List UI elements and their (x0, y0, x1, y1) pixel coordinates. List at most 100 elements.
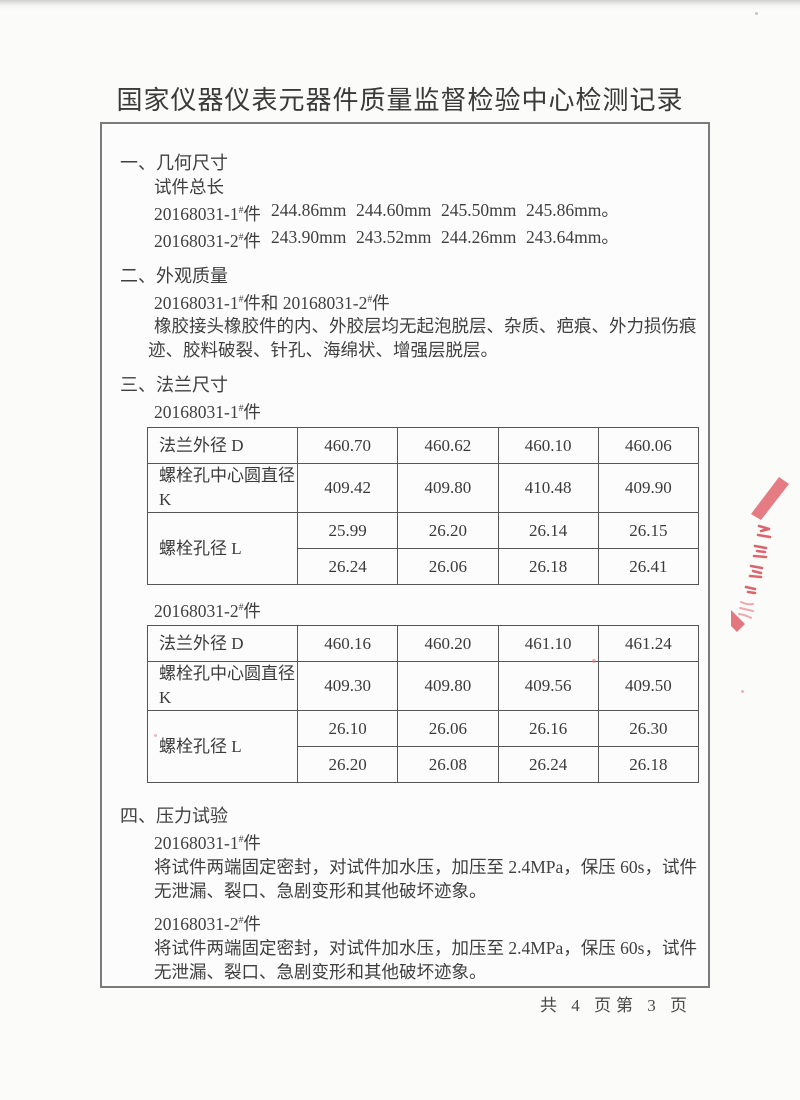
measurement-value: 244.86mm (271, 200, 347, 220)
measurement-row-2: 20168031-2#件 243.90mm 243.52mm 244.26mm … (154, 226, 694, 253)
table-row: 26.24 26.06 26.18 26.41 (148, 548, 700, 586)
id-base: 20168031-1 (154, 402, 239, 423)
id-unit: 件 (243, 913, 261, 934)
table-cell: 26.14 (497, 512, 599, 550)
table-row: 螺栓孔径 L 26.10 26.06 26.16 26.30 (147, 710, 700, 784)
id-sup: # (238, 602, 244, 614)
table-cell: 26.24 (497, 746, 599, 784)
table-cell: 26.20 (397, 512, 499, 550)
section4-text-line: 无泄漏、裂口、急剧变形和其他破坏迹象。 (154, 880, 487, 901)
row-label: 螺栓孔径 L (147, 512, 298, 586)
table-cell: 409.80 (397, 661, 499, 712)
id-base: 20168031-1 (154, 292, 239, 313)
section1-subtitle: 试件总长 (154, 177, 224, 197)
table-cell: 409.42 (296, 463, 399, 514)
id-unit: 件 (243, 292, 261, 313)
id-unit: 件 (243, 402, 261, 423)
measurement-value: 245.50mm (441, 200, 517, 220)
measurement-value: 243.64mm。 (526, 226, 619, 247)
id-base: 20168031-2 (282, 292, 368, 313)
table-row: 法兰外径 D 460.70 460.62 460.10 460.06 (147, 427, 700, 465)
id-base: 20168031-2 (154, 913, 239, 934)
measurement-row-1: 20168031-1#件 244.86mm 244.60mm 245.50mm … (154, 199, 694, 226)
table-cell: 461.24 (597, 625, 700, 663)
id-unit: 件 (243, 832, 261, 853)
section2-specimens: 20168031-1#件和 20168031-2#件 (154, 288, 694, 315)
measurement-value: 244.60mm (356, 200, 432, 220)
table-cell: 461.10 (497, 625, 599, 663)
table-cell: 26.16 (497, 710, 599, 748)
id-sup: # (367, 293, 373, 305)
id-joiner: 和 (260, 292, 283, 313)
scan-speck (592, 659, 596, 663)
table-cell: 26.10 (296, 710, 399, 748)
content-border-box: 一、几何尺寸 试件总长 20168031-1#件 244.86mm 244.60… (100, 122, 710, 988)
table-cell: 26.08 (397, 746, 499, 784)
section3-heading: 三、法兰尺寸 (120, 375, 228, 396)
document-title: 国家仪器仪表元器件质量监督检验中心检测记录 (116, 86, 684, 115)
section2-text-line: 橡胶接头橡胶件的内、外胶层均无起泡脱层、杂质、疤痕、外力损伤痕 (154, 316, 697, 337)
section4-specimen-1: 20168031-1#件 (154, 828, 694, 855)
id-sup: # (238, 914, 244, 926)
table-row: 螺栓孔中心圆直径 K 409.30 409.80 409.56 409.50 (147, 661, 700, 712)
table-cell: 460.10 (497, 427, 599, 465)
section1-heading: 一、几何尺寸 (120, 153, 228, 173)
table-cell: 410.48 (497, 463, 599, 514)
id-sup: # (238, 205, 244, 216)
table-row: 螺栓孔中心圆直径 K 409.42 409.80 410.48 409.90 (147, 463, 700, 514)
section4-heading: 四、压力试验 (120, 806, 228, 827)
measurement-value: 244.26mm (441, 226, 517, 247)
row-label: 螺栓孔中心圆直径 K (147, 661, 298, 712)
page-footer: 共 4 页第 3 页 (540, 996, 692, 1015)
table-cell: 409.50 (597, 661, 700, 712)
table-cell: 460.06 (597, 427, 700, 465)
red-stamp (731, 460, 793, 632)
measurement-value: 243.52mm (356, 226, 432, 247)
table-cell: 26.24 (296, 548, 399, 586)
row-label: 螺栓孔径 L (147, 710, 298, 784)
table-cell: 25.99 (296, 512, 399, 550)
id-sup: # (238, 293, 244, 305)
measurement-value: 243.90mm (271, 226, 347, 247)
table-cell: 26.06 (397, 710, 499, 748)
id-base: 20168031-2 (154, 601, 239, 622)
id-base: 20168031-1 (154, 832, 239, 853)
flange-dimension-table-2: 法兰外径 D 460.16 460.20 461.10 461.24 螺栓孔中心… (147, 625, 700, 784)
table2-title: 20168031-2#件 (154, 597, 694, 622)
id-sup: # (238, 834, 244, 846)
table-cell: 26.18 (597, 746, 700, 784)
table-cell: 26.18 (497, 548, 599, 586)
section4-text-line: 将试件两端固定密封，对试件加水压，加压至 2.4MPa，保压 60s，试件 (154, 856, 697, 877)
table-cell: 409.30 (296, 661, 399, 712)
section2-heading: 二、外观质量 (120, 265, 228, 286)
scan-speck (154, 734, 157, 737)
measurement-value: 245.86mm。 (526, 200, 619, 220)
row-label: 法兰外径 D (147, 427, 298, 465)
table-cell: 26.15 (597, 512, 700, 550)
id-base: 20168031-2 (154, 230, 239, 251)
table-cell: 460.62 (397, 427, 499, 465)
section4-text-line: 无泄漏、裂口、急剧变形和其他破坏迹象。 (154, 961, 487, 982)
scan-speck (755, 12, 758, 15)
table-row: 螺栓孔径 L 25.99 26.20 26.14 26.15 (147, 512, 700, 586)
specimen-id: 20168031-2#件 (154, 226, 271, 253)
section2-text-line: 迹、胶料破裂、针孔、海绵状、增强层脱层。 (148, 340, 498, 361)
table-cell: 409.80 (397, 463, 499, 514)
section4-specimen-2: 20168031-2#件 (154, 909, 694, 936)
table-cell: 26.06 (397, 548, 499, 586)
id-sup: # (238, 231, 244, 243)
table-cell: 460.20 (397, 625, 499, 663)
table-cell: 26.41 (597, 548, 700, 586)
table-cell: 460.16 (296, 625, 399, 663)
id-unit: 件 (372, 292, 390, 313)
id-unit: 件 (243, 230, 261, 251)
scan-speck (741, 690, 744, 693)
table-cell: 26.20 (296, 746, 399, 784)
table-row: 26.20 26.08 26.24 26.18 (148, 746, 700, 784)
scan-edge-smudge (0, 0, 800, 10)
id-unit: 件 (243, 601, 261, 622)
table-cell: 460.70 (296, 427, 399, 465)
row-label: 螺栓孔中心圆直径 K (147, 463, 298, 514)
row-label: 法兰外径 D (147, 625, 298, 663)
